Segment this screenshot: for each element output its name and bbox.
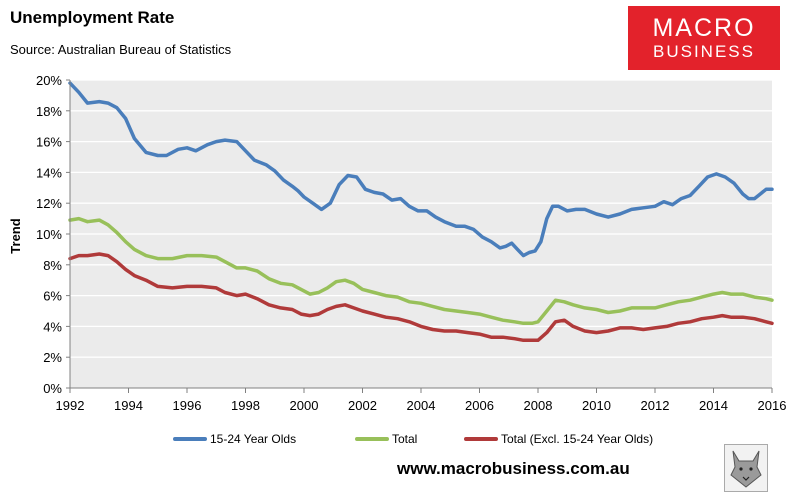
series-lines: [68, 81, 774, 343]
y-tick-label: 14%: [36, 165, 62, 180]
legend-label-1: 15-24 Year Olds: [210, 432, 296, 446]
y-tick-label: 8%: [43, 258, 62, 273]
x-tick-label: 1992: [56, 398, 85, 413]
series-line-2: [68, 216, 774, 326]
series-line-3: [68, 252, 774, 343]
x-axis-ticks: 1992 1994 1996 1998 2000 2002 2004 2006 2008 2010…: [56, 388, 787, 413]
y-tick-label: 4%: [43, 319, 62, 334]
x-tick-label: 2014: [699, 398, 728, 413]
x-tick-label: 2016: [758, 398, 787, 413]
x-tick-label: 2002: [348, 398, 377, 413]
series-line-1: [68, 81, 774, 258]
x-tick-label: 1996: [173, 398, 202, 413]
y-tick-label: 20%: [36, 73, 62, 88]
x-tick-label: 2008: [524, 398, 553, 413]
wolf-logo-icon: [724, 444, 768, 492]
x-tick-label: 1994: [114, 398, 143, 413]
logo-line-1: MACRO: [652, 14, 756, 42]
y-tick-label: 0%: [43, 381, 62, 396]
y-tick-label: 18%: [36, 104, 62, 119]
footer-url: www.macrobusiness.com.au: [397, 459, 630, 478]
x-tick-label: 2004: [407, 398, 436, 413]
y-tick-label: 2%: [43, 350, 62, 365]
legend-label-2: Total: [392, 432, 417, 446]
y-axis-ticks: 0% 2% 4% 6% 8% 10% 12% 14% 16% 18% 20%: [36, 73, 70, 396]
gridlines: [70, 79, 772, 358]
legend: 15-24 Year Olds Total Total (Excl. 15-24 Y…: [173, 432, 653, 446]
x-tick-label: 2012: [641, 398, 670, 413]
y-tick-label: 10%: [36, 227, 62, 242]
y-axis-label: Trend: [8, 218, 23, 253]
chart-title: Unemployment Rate: [10, 8, 175, 27]
x-tick-label: 2010: [582, 398, 611, 413]
y-tick-label: 12%: [36, 196, 62, 211]
x-tick-label: 2000: [290, 398, 319, 413]
macrobusiness-logo: MACRO BUSINESS: [628, 6, 780, 70]
y-tick-label: 16%: [36, 135, 62, 150]
x-tick-label: 2006: [465, 398, 494, 413]
x-tick-label: 1998: [231, 398, 260, 413]
y-tick-label: 6%: [43, 289, 62, 304]
chart-source: Source: Australian Bureau of Statistics: [10, 42, 232, 57]
legend-label-3: Total (Excl. 15-24 Year Olds): [501, 432, 653, 446]
logo-line-2: BUSINESS: [653, 42, 755, 61]
